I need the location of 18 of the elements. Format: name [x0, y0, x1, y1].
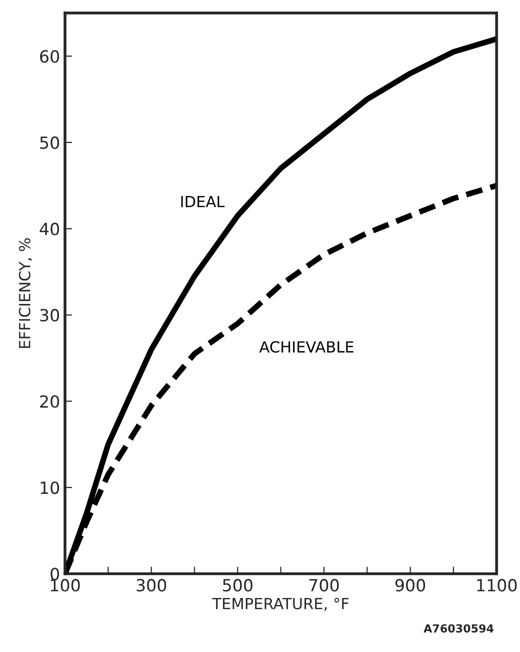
y-axis-title: EFFICIENCY, % [18, 238, 32, 348]
x-tick-label: 500 [223, 578, 252, 592]
y-tick-label: 40 [40, 222, 60, 236]
y-tick-label: 50 [40, 136, 60, 150]
x-tick-label: 300 [136, 578, 166, 592]
series-label: ACHIEVABLE [259, 341, 354, 353]
x-tick-label: 900 [395, 578, 426, 592]
y-tick-label: 20 [40, 395, 60, 408]
y-tick-label: 30 [40, 308, 60, 322]
text: A76030594 [424, 624, 494, 633]
x-tick-label: 100 [50, 578, 80, 592]
y-tick-label: 10 [40, 481, 60, 494]
y-tick-label: 60 [40, 50, 60, 63]
x-tick-label: 700 [309, 578, 339, 592]
x-axis-title: TEMPERATURE, °F [212, 598, 349, 611]
series-label: IDEAL [181, 196, 225, 208]
x-tick-label: 1100 [477, 578, 517, 592]
y-tick-label: 0 [50, 568, 60, 580]
